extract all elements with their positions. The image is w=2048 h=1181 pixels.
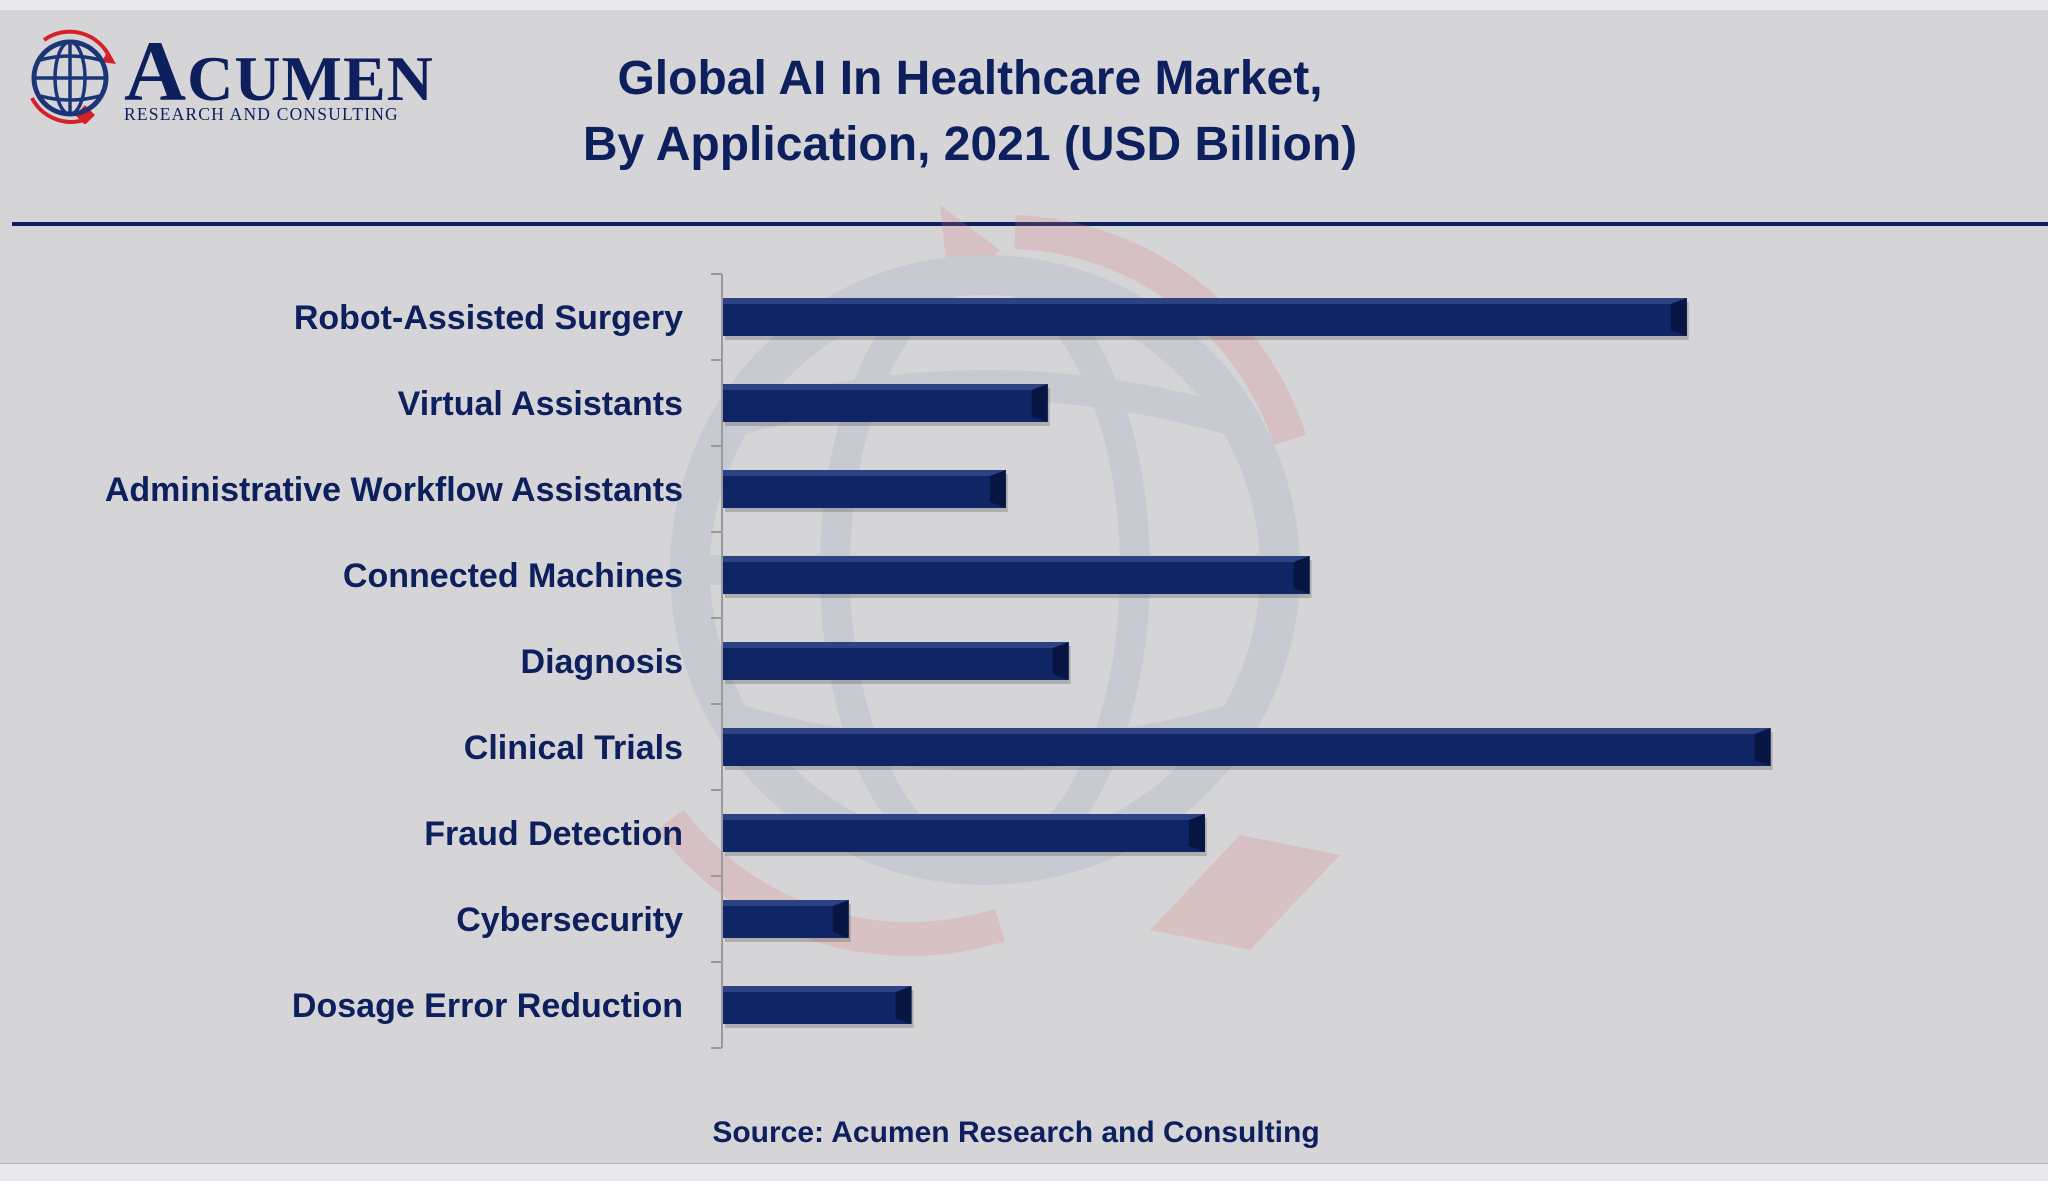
bar-body [723, 728, 1771, 766]
y-axis [711, 273, 723, 1049]
bar [723, 556, 1312, 598]
bar-bevel [989, 470, 1006, 508]
bar-highlight [723, 986, 912, 992]
chart-title-block: Global AI In Healthcare Market, By Appli… [460, 46, 1480, 178]
category-labels: Robot-Assisted Surgery Virtual Assistants… [105, 299, 683, 1025]
bar-highlight [723, 470, 1006, 476]
bar-bevel [1670, 298, 1687, 336]
category-label: Diagnosis [521, 643, 683, 681]
bar-bevel [1188, 814, 1205, 852]
bar-highlight [723, 900, 849, 906]
bar-bevel [1031, 384, 1048, 422]
bar-bevel [1754, 728, 1771, 766]
bar-body [723, 298, 1687, 336]
bar-body [723, 384, 1048, 422]
bar [723, 384, 1050, 426]
bar-highlight [723, 642, 1069, 648]
logo-subtitle: RESEARCH AND CONSULTING [124, 104, 399, 124]
bar-bevel [832, 900, 849, 938]
bar-body [723, 900, 849, 938]
bar [723, 298, 1689, 340]
header-divider [12, 222, 2048, 226]
bar-body [723, 642, 1069, 680]
bar [723, 814, 1207, 856]
bar-highlight [723, 384, 1048, 390]
category-label: Cybersecurity [456, 901, 683, 939]
bar [723, 986, 914, 1028]
source-note: Source: Acumen Research and Consulting [712, 1116, 1320, 1149]
bar-body [723, 556, 1310, 594]
bar [723, 900, 851, 942]
bar-highlight [723, 814, 1205, 820]
logo-wordmark: ACUMEN [124, 23, 434, 119]
frame-bottom-border [0, 1164, 2048, 1181]
category-label: Clinical Trials [464, 729, 683, 767]
bar [723, 642, 1071, 684]
globe-logo-icon [30, 29, 116, 124]
bar [723, 470, 1008, 512]
bar-body [723, 986, 912, 1024]
bar-body [723, 814, 1205, 852]
category-label: Connected Machines [343, 557, 683, 595]
bar-series [723, 298, 1773, 1028]
category-label: Fraud Detection [424, 815, 683, 853]
bar [723, 728, 1773, 770]
bar-highlight [723, 728, 1771, 734]
acumen-logo: ACUMEN RESEARCH AND CONSULTING [24, 28, 444, 128]
chart-subtitle: By Application, 2021 (USD Billion) [582, 118, 1358, 171]
bar-highlight [723, 298, 1687, 304]
category-label: Robot-Assisted Surgery [294, 299, 683, 337]
bar-bevel [1052, 642, 1069, 680]
frame-top-border [0, 0, 2048, 10]
category-label: Virtual Assistants [398, 385, 683, 423]
chart-title: Global AI In Healthcare Market, [617, 52, 1323, 105]
category-label: Dosage Error Reduction [292, 987, 683, 1025]
bar-body [723, 470, 1006, 508]
category-label: Administrative Workflow Assistants [105, 471, 683, 509]
bar-highlight [723, 556, 1310, 562]
bar-bevel [895, 986, 912, 1024]
bar-bevel [1293, 556, 1310, 594]
